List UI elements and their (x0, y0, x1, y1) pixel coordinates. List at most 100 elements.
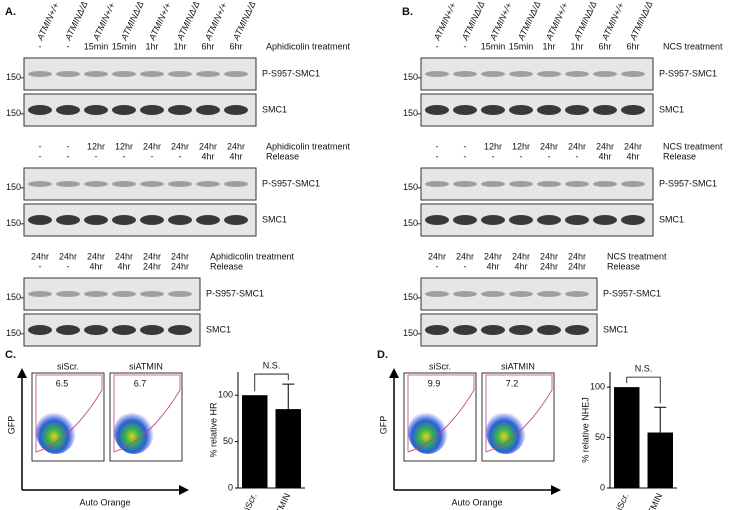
blot-label: SMC1 (659, 214, 684, 224)
lane-label: ATMINΔ/Δ (571, 0, 598, 43)
band (196, 215, 220, 225)
band (56, 215, 80, 225)
marker-label: 150 (6, 108, 21, 118)
band (537, 105, 561, 115)
band (112, 105, 136, 115)
treatment-cell: 6hr (229, 41, 242, 51)
band (112, 291, 136, 297)
band (84, 71, 108, 77)
y-tick-label: 50 (595, 432, 605, 442)
band (425, 215, 449, 225)
blot (420, 167, 654, 201)
lane-label: ATMINΔ/Δ (627, 0, 654, 43)
band (56, 105, 80, 115)
treatment-cell: 24hr (115, 251, 133, 261)
treatment-cell: 24hr (624, 141, 642, 151)
x-tick-label: siScr. (612, 492, 630, 510)
treatment-cell: - (39, 141, 42, 151)
band (112, 215, 136, 225)
row-label: Release (607, 261, 640, 271)
treatment-cell: 6hr (626, 41, 639, 51)
band (509, 71, 533, 77)
treatment-cell: 24hr (143, 141, 161, 151)
blot-label: SMC1 (659, 104, 684, 114)
treatment-cell: 4hr (89, 261, 102, 271)
lane-label: ATMIN+/+ (90, 1, 117, 43)
band (84, 105, 108, 115)
axis-label: Auto Orange (79, 497, 130, 507)
gate-value: 6.5 (56, 378, 69, 388)
band (168, 291, 192, 297)
band (196, 105, 220, 115)
blot (23, 167, 257, 201)
treatment-cell: - (67, 151, 70, 161)
lane-label: ATMIN+/+ (146, 1, 173, 43)
blot-label: P-S957-SMC1 (659, 178, 717, 188)
band (84, 325, 108, 335)
density (114, 410, 154, 454)
annotation: N.S. (263, 360, 281, 370)
blot-label: P-S957-SMC1 (206, 288, 264, 298)
blot-label: SMC1 (206, 324, 231, 334)
lane-label: ATMIN+/+ (431, 1, 458, 43)
treatment-cell: 4hr (626, 151, 639, 161)
marker-label: 150 (403, 108, 418, 118)
band (537, 215, 561, 225)
band (565, 181, 589, 187)
treatment-cell: 24hr (171, 261, 189, 271)
treatment-cell: - (39, 151, 42, 161)
row-label: Aphidicolin treatment (266, 41, 351, 51)
lane-label: ATMINΔ/Δ (459, 0, 486, 43)
marker-label: 150 (6, 292, 21, 302)
treatment-cell: - (39, 261, 42, 271)
band (425, 71, 449, 77)
treatment-cell: 6hr (598, 41, 611, 51)
gate-value: 9.9 (428, 378, 441, 388)
band (425, 181, 449, 187)
annotation: N.S. (635, 364, 653, 374)
treatment-cell: - (436, 41, 439, 51)
band (112, 71, 136, 77)
treatment-cell: - (436, 141, 439, 151)
gate (485, 374, 553, 453)
band (425, 105, 449, 115)
axis-label: Auto Orange (451, 497, 502, 507)
band (56, 181, 80, 187)
treatment-cell: 12hr (115, 141, 133, 151)
arrowhead (179, 485, 189, 495)
band (140, 181, 164, 187)
marker-label: 150 (6, 182, 21, 192)
treatment-cell: - (67, 141, 70, 151)
band (593, 71, 617, 77)
row-label: NCS treatment (607, 251, 667, 261)
band (140, 105, 164, 115)
band (168, 215, 192, 225)
treatment-cell: 24hr (596, 141, 614, 151)
band (537, 291, 561, 297)
row-label: NCS treatment (663, 141, 723, 151)
treatment-cell: 15min (112, 41, 137, 51)
plot-title: siScr. (429, 361, 451, 371)
axis-label: GFP (378, 416, 388, 435)
blot (420, 277, 598, 311)
treatment-cell: 24hr (171, 141, 189, 151)
band (565, 71, 589, 77)
treatment-cell: 1hr (145, 41, 158, 51)
band (537, 325, 561, 335)
treatment-cell: - (576, 151, 579, 161)
treatment-cell: 24hr (568, 251, 586, 261)
row-label: Aphidicolin treatment (266, 141, 351, 151)
treatment-cell: 4hr (598, 151, 611, 161)
band (84, 215, 108, 225)
treatment-cell: 4hr (201, 151, 214, 161)
x-tick-label: siScr. (240, 492, 258, 510)
band (481, 325, 505, 335)
treatment-cell: - (464, 41, 467, 51)
treatment-cell: 24hr (143, 261, 161, 271)
band (56, 71, 80, 77)
density (36, 410, 76, 454)
band (565, 215, 589, 225)
arrowhead (389, 368, 399, 378)
lane-label: ATMINΔ/Δ (515, 0, 542, 43)
